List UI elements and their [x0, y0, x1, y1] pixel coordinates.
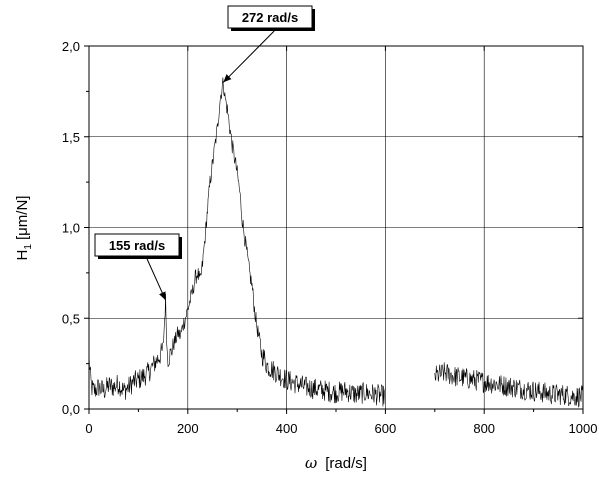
series-line-segment-1	[88, 77, 386, 407]
x-tick-label: 0	[85, 421, 92, 436]
y-tick-label: 1,0	[62, 221, 80, 236]
y-tick-label: 0,5	[62, 311, 80, 326]
annotation-label: 155 rad/s	[109, 238, 165, 253]
y-tick-label: 2,0	[62, 39, 80, 54]
y-tick-label: 0,0	[62, 402, 80, 417]
tick-labels: 0 200 400 600 800 1000 0,0 0,5 1,0 1,5 2,0	[62, 39, 598, 436]
annotation-arrowhead	[159, 291, 166, 301]
annotation-box	[227, 5, 313, 29]
x-tick-label: 1000	[569, 421, 598, 436]
y-axis-title-base: H	[14, 250, 31, 261]
y-axis-title-unit: [μm/N]	[14, 196, 31, 240]
annotation-leader	[223, 30, 275, 83]
x-axis-title-symbol: ω	[305, 454, 317, 472]
x-tick-label: 400	[276, 421, 298, 436]
x-tick-label: 200	[177, 421, 199, 436]
x-tick-label: 800	[473, 421, 495, 436]
y-axis-title-subscript: 1	[23, 244, 34, 250]
grid-lines	[89, 46, 583, 409]
annotation-1: 155 rad/s	[94, 233, 182, 301]
annotation-label: 272 rad/s	[242, 10, 298, 25]
x-axis-title: ω [rad/s]	[305, 454, 367, 472]
y-axis-title: H1 [μm/N]	[14, 196, 34, 261]
series-line-segment-2	[434, 362, 584, 408]
x-tick-label: 600	[375, 421, 397, 436]
annotation-arrowhead	[223, 74, 232, 83]
axis-ticks	[84, 45, 584, 414]
data-layer	[88, 77, 584, 408]
annotations: 272 rad/s 155 rad/s	[94, 5, 315, 301]
annotation-0: 272 rad/s	[223, 5, 315, 83]
x-axis-title-unit: [rad/s]	[325, 455, 367, 472]
y-tick-label: 1,5	[62, 130, 80, 145]
annotation-box	[94, 233, 180, 257]
